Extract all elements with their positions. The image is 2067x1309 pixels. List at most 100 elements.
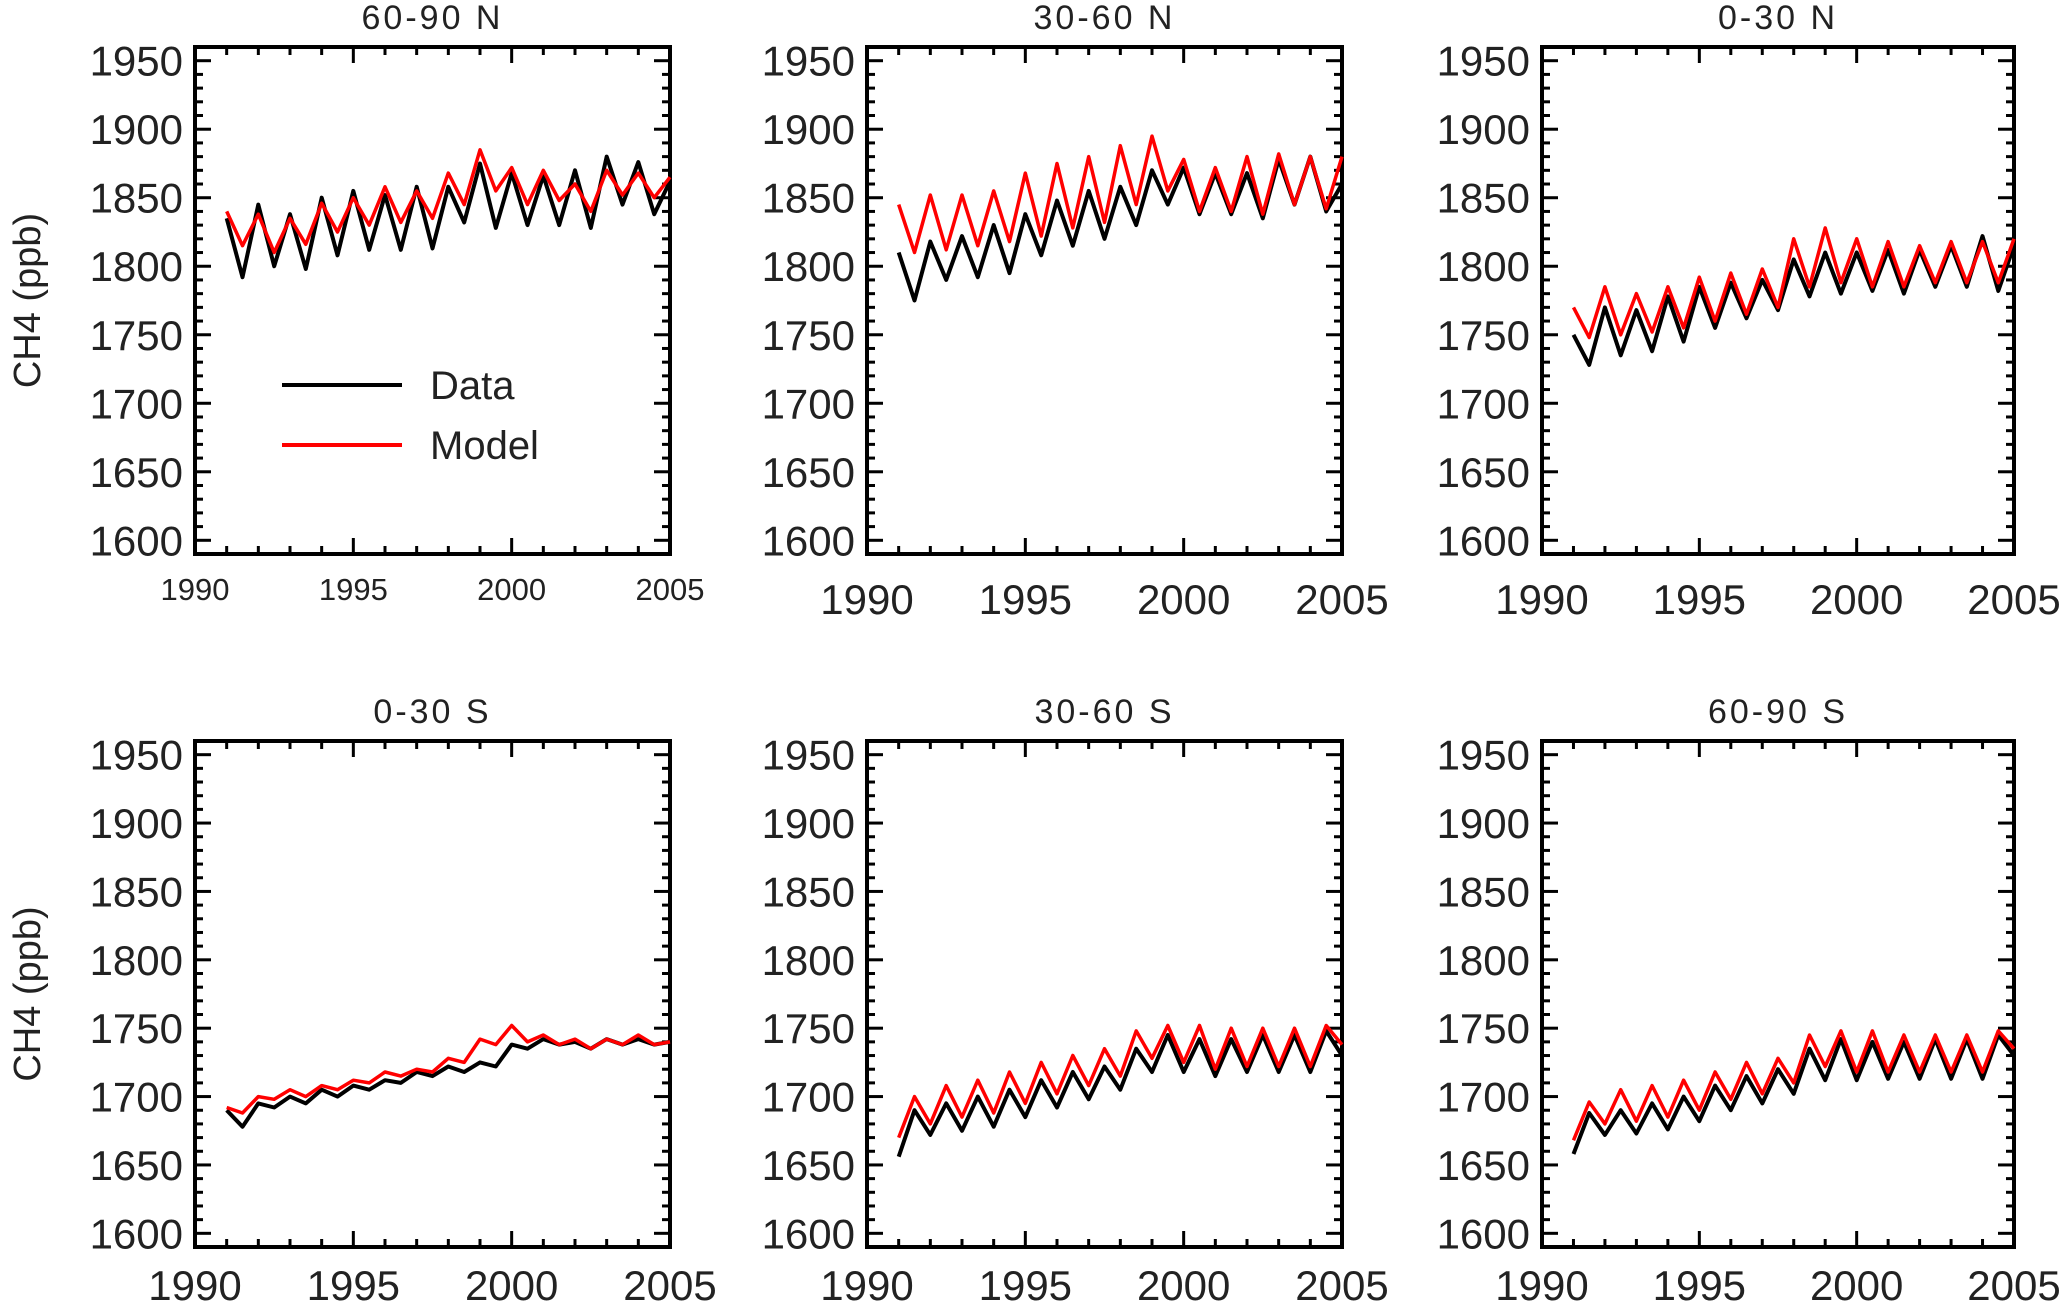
- y-tick-label: 1850: [1437, 868, 1530, 915]
- x-tick-label: 1995: [319, 572, 388, 607]
- y-tick-label: 1650: [90, 1142, 183, 1189]
- series-line-data: [1571, 1033, 2016, 1155]
- y-tick-label: 1950: [90, 732, 183, 779]
- y-tick-label: 1700: [1437, 1074, 1530, 1121]
- y-tick-label: 1650: [762, 449, 855, 496]
- y-tick-label: 1900: [1437, 106, 1530, 153]
- y-tick-label: 1700: [762, 380, 855, 427]
- x-tick-label: 1990: [148, 1262, 241, 1309]
- plot-frame: [1540, 739, 2016, 1249]
- panel-0-30-s: 0-30 S 1600 1650 1700 1750 1800 1850 1900 1950 19…: [7, 693, 717, 1309]
- y-tick-label: 1900: [1437, 800, 1530, 847]
- plot-frame: [865, 739, 1344, 1249]
- x-tick-label: 2000: [1810, 576, 1903, 623]
- x-tick-label: 2005: [1967, 1262, 2060, 1309]
- panel-title: 60-90 N: [362, 0, 504, 37]
- series-line-model: [897, 134, 1344, 255]
- series-line-model: [1571, 1029, 2016, 1141]
- y-tick-label: 1900: [762, 106, 855, 153]
- plot-frame: [193, 739, 672, 1249]
- panel-title: 30-60 N: [1034, 0, 1176, 37]
- y-tick-label: 1850: [1437, 175, 1530, 222]
- panel-title: 0-30 S: [373, 693, 491, 731]
- y-tick-label: 1650: [1437, 1142, 1530, 1189]
- legend-label: Data: [430, 364, 515, 408]
- panel-title: 60-90 S: [1708, 693, 1848, 731]
- y-axis-label: CH4 (ppb): [7, 213, 49, 388]
- y-tick-label: 1750: [1437, 1005, 1530, 1052]
- legend: Data Model: [282, 364, 539, 468]
- x-tick-label: 2005: [1295, 576, 1388, 623]
- y-tick-label: 1950: [762, 38, 855, 85]
- x-tick-label: 1990: [1495, 576, 1588, 623]
- y-tick-label: 1700: [1437, 380, 1530, 427]
- y-tick-label: 1600: [1437, 517, 1530, 564]
- panel-60-90-s: 60-90 S 1600 1650 1700 1750 1800 1850 1900 1950 1…: [1437, 693, 2061, 1309]
- y-tick-label: 1650: [762, 1142, 855, 1189]
- y-tick-label: 1900: [90, 800, 183, 847]
- y-tick-label: 1600: [762, 1210, 855, 1257]
- x-tick-label: 2005: [623, 1262, 716, 1309]
- x-tick-label: 2005: [636, 572, 705, 607]
- y-tick-label: 1900: [90, 106, 183, 153]
- panel-30-60-n: 30-60 N 1600 1650 1700 1750 1800 1850 1900 1950 1…: [762, 0, 1389, 623]
- y-tick-label: 1950: [1437, 732, 1530, 779]
- y-tick-label: 1600: [90, 1210, 183, 1257]
- panel-0-30-n: 0-30 N 1600 1650 1700 1750 1800 1850 1900 1950 19…: [1437, 0, 2061, 623]
- y-tick-label: 1600: [1437, 1210, 1530, 1257]
- y-tick-label: 1700: [90, 1074, 183, 1121]
- x-tick-label: 2005: [1967, 576, 2060, 623]
- y-tick-label: 1750: [762, 1005, 855, 1052]
- y-tick-label: 1700: [762, 1074, 855, 1121]
- y-tick-label: 1750: [1437, 312, 1530, 359]
- y-tick-label: 1850: [762, 868, 855, 915]
- x-tick-label: 1990: [820, 576, 913, 623]
- y-tick-label: 1850: [90, 175, 183, 222]
- y-tick-label: 1800: [90, 243, 183, 290]
- y-tick-label: 1850: [762, 175, 855, 222]
- y-tick-label: 1800: [1437, 937, 1530, 984]
- y-tick-label: 1600: [762, 517, 855, 564]
- x-tick-label: 2000: [1137, 576, 1230, 623]
- series-line-data: [896, 1028, 1344, 1158]
- y-tick-label: 1800: [762, 937, 855, 984]
- legend-label: Model: [430, 424, 539, 468]
- y-tick-label: 1950: [762, 732, 855, 779]
- panel-title: 30-60 S: [1034, 693, 1174, 731]
- y-tick-label: 1750: [90, 1005, 183, 1052]
- y-tick-label: 1600: [90, 517, 183, 564]
- x-tick-label: 2000: [477, 572, 546, 607]
- y-tick-label: 1700: [90, 380, 183, 427]
- y-tick-label: 1750: [762, 312, 855, 359]
- x-tick-label: 2000: [1810, 1262, 1903, 1309]
- series-line-model: [226, 1023, 671, 1115]
- y-tick-label: 1800: [762, 243, 855, 290]
- x-tick-label: 1990: [1495, 1262, 1588, 1309]
- series-line-model: [897, 1023, 1344, 1139]
- x-tick-label: 2005: [1295, 1262, 1388, 1309]
- y-tick-label: 1650: [1437, 449, 1530, 496]
- y-tick-label: 1850: [90, 868, 183, 915]
- x-tick-label: 1990: [820, 1262, 913, 1309]
- y-tick-label: 1800: [90, 937, 183, 984]
- x-tick-label: 1995: [307, 1262, 400, 1309]
- x-tick-label: 1995: [979, 576, 1072, 623]
- y-tick-label: 1650: [90, 449, 183, 496]
- y-tick-label: 1900: [762, 800, 855, 847]
- y-tick-label: 1750: [90, 312, 183, 359]
- x-tick-label: 1995: [1653, 1262, 1746, 1309]
- x-tick-label: 1990: [161, 572, 230, 607]
- series-line-data: [225, 1037, 671, 1129]
- series-line-model: [225, 148, 672, 255]
- x-tick-label: 2000: [1137, 1262, 1230, 1309]
- panel-30-60-s: 30-60 S 1600 1650 1700 1750 1800 1850 1900 1950 1…: [762, 693, 1389, 1309]
- panel-title: 0-30 N: [1718, 0, 1838, 37]
- y-tick-label: 1950: [1437, 38, 1530, 85]
- x-tick-label: 2000: [465, 1262, 558, 1309]
- x-tick-label: 1995: [1653, 576, 1746, 623]
- plot-frame: [865, 45, 1344, 556]
- y-tick-label: 1950: [90, 38, 183, 85]
- panel-60-90-n: 60-90 N 1600 1650 1700 1750 1800 1850 1900 1950 1…: [7, 0, 704, 607]
- x-tick-label: 1995: [979, 1262, 1072, 1309]
